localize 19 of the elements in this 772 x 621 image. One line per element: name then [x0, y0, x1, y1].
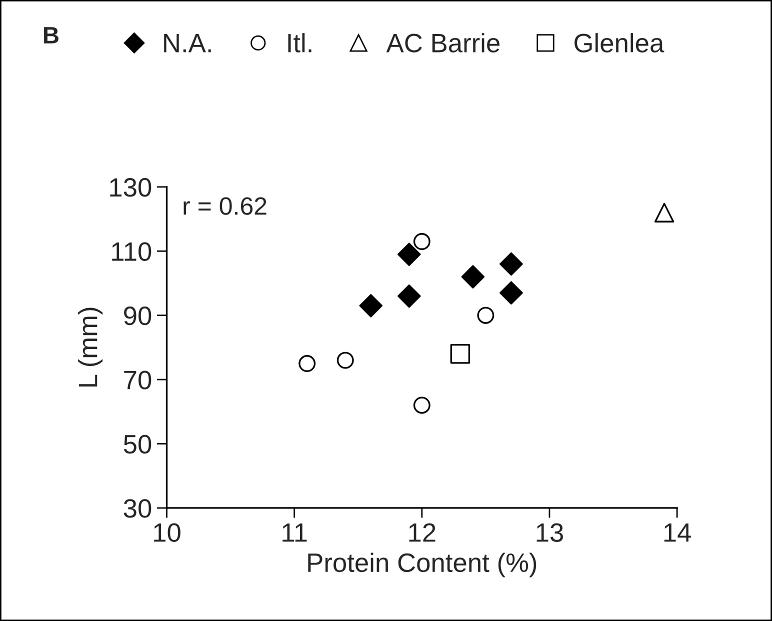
legend-label: N.A.: [164, 34, 211, 52]
y-tick-label: 110: [112, 242, 152, 261]
legend-label: Itl.: [288, 33, 312, 52]
x-axis-title: Protein Content (%): [308, 552, 536, 578]
annotation: r = 0.62: [184, 197, 266, 215]
y-tick-label: 90: [124, 306, 152, 326]
x-tick-label: 12: [409, 523, 436, 542]
y-tick-label: 30: [124, 499, 152, 518]
x-tick-label: 13: [536, 523, 563, 542]
y-tick-label: 50: [124, 434, 152, 454]
y-axis-title: L (mm): [78, 308, 103, 387]
y-tick-label: 70: [124, 370, 152, 390]
y-tick-label: 130: [110, 178, 152, 197]
legend-label: Glenlea: [574, 33, 664, 52]
x-tick-label: 14: [664, 524, 691, 542]
legend-label: AC Barrie: [386, 33, 500, 52]
text: B: [44, 27, 58, 44]
x-tick-label: 10: [154, 523, 180, 542]
x-tick-label: 11: [282, 524, 307, 542]
